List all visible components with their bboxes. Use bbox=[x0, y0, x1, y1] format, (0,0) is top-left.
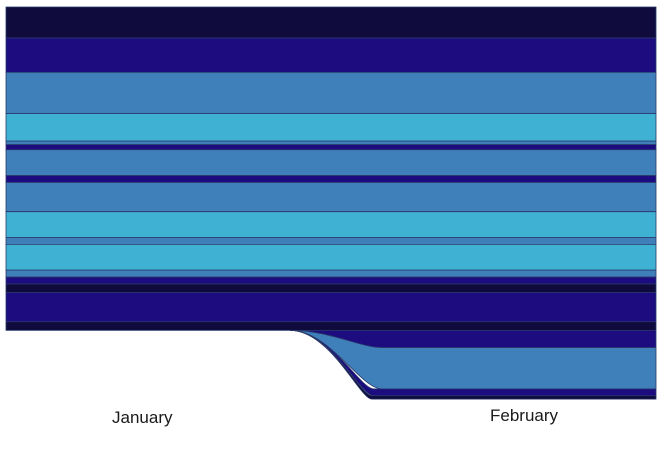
stream-layer-6 bbox=[5, 149, 657, 176]
stream-layer-20 bbox=[289, 329, 657, 400]
stream-layer-16 bbox=[5, 321, 657, 331]
stream-layer-11 bbox=[5, 243, 657, 271]
stream-layer-13 bbox=[5, 276, 657, 285]
stream-layer-0 bbox=[5, 6, 657, 39]
stream-layer-1 bbox=[5, 37, 657, 73]
stream-layer-9 bbox=[5, 211, 657, 238]
x-tick-label-february: February bbox=[490, 406, 559, 425]
stream-layer-2 bbox=[5, 71, 657, 115]
stream-layer-4 bbox=[5, 140, 657, 146]
stream-layer-5 bbox=[5, 144, 657, 151]
stream-layer-15 bbox=[5, 292, 657, 323]
stream-layer-10 bbox=[5, 237, 657, 245]
stream-layer-8 bbox=[5, 182, 657, 213]
stream-layer-3 bbox=[5, 113, 657, 142]
stream-layer-12 bbox=[5, 269, 657, 278]
stream-layer-14 bbox=[5, 283, 657, 293]
x-tick-label-january: January bbox=[112, 408, 173, 427]
stream-layer-7 bbox=[5, 175, 657, 183]
